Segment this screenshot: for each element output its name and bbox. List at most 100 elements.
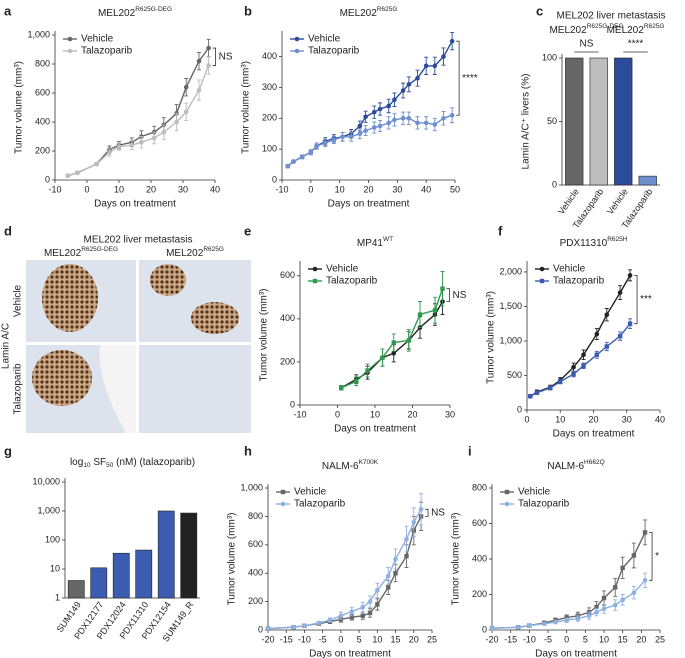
series-line [491,532,646,629]
x-tick-label: Vehicle [556,187,581,217]
legend-marker [294,36,300,42]
title-main: NALM-6 [322,461,359,472]
title: MEL202R625G [340,6,398,18]
point [206,45,211,51]
point [620,565,625,571]
y-tick-label: 1 [55,592,60,602]
point [339,385,344,390]
y-tick-label: 500 [507,370,522,380]
point [291,624,296,630]
y-tick-label: 800 [35,58,50,68]
x-tick-label: -10 [298,634,311,644]
title: NALM-6H662Q [547,459,604,471]
series-line [267,516,422,630]
x-tick-label: 25 [427,634,437,644]
point [391,340,396,345]
legend-label: Vehicle [326,264,359,275]
title-main: PDX11310 [560,238,608,249]
point [527,623,532,628]
x-tick-label: 5 [583,634,588,644]
point [360,604,366,610]
x-tick-label: Vehicle [605,187,630,217]
point [594,331,600,337]
y-tick-label: 10 [50,563,60,573]
legend-marker [280,501,286,507]
y-axis-label: Tumor volume (mm³) [259,289,270,382]
title-sup: R625G-DEG [81,246,118,253]
point [441,115,446,121]
x-tick-label: 20 [407,409,417,419]
x-tick-label: 15 [618,634,628,644]
point [386,103,391,109]
bar [614,57,633,186]
point [377,123,383,129]
x-tick-label: 10 [370,409,380,419]
y-tick-label: 200 [35,145,50,155]
point [377,106,383,112]
legend-marker [539,278,545,284]
y-tick-label: 200 [248,596,263,606]
x-tick-label: 0 [338,634,343,644]
significance-bracket [446,288,450,303]
point [406,338,411,343]
point [363,114,368,120]
legend-label: Talazoparib [308,46,360,57]
point [604,344,609,349]
legend-label: Vehicle [308,34,341,45]
point [548,385,553,391]
x-tick-label: 20 [636,634,646,644]
point [449,38,455,44]
point [322,140,328,146]
point [314,143,319,149]
point [594,609,599,615]
legend-marker [504,501,510,507]
point [418,507,424,512]
legend-label: Talazoparib [294,499,346,510]
y-tick-label: 400 [35,116,50,126]
significance-label: *** [640,294,652,305]
title-main: MP41 [357,238,384,249]
point [385,573,391,579]
point [404,553,409,559]
y-tick-label: 400 [262,51,277,61]
significance-label: NS [453,290,467,301]
x-tick-label: 10 [599,634,609,644]
legend-label: Vehicle [81,34,114,45]
bar [157,510,175,599]
point [308,149,314,155]
point [349,609,355,614]
point [400,115,406,121]
legend-label: Talazoparib [553,276,605,287]
panel-letter: g [4,443,12,458]
point [581,363,586,369]
x-axis-label: Days on treatment [328,199,410,210]
y-tick-label: 600 [280,270,295,280]
y-axis-label: Tumor volume (mm³) [227,513,238,606]
point [363,128,368,133]
x-tick-label: -20 [261,634,274,644]
tissue-gap [99,345,136,433]
title: MP41WT [357,236,393,248]
point [393,556,398,562]
y-tick-label: 400 [472,553,487,563]
x-tick-label: 30 [622,414,632,424]
metastasis [42,264,98,332]
legend-marker [312,266,318,272]
point [406,82,412,87]
point [354,379,359,384]
x-tick-label: 40 [655,414,665,424]
point [586,613,592,619]
point [327,617,333,623]
significance-bracket [425,508,429,517]
panel-letter: d [4,223,12,238]
point [594,352,600,357]
point [206,63,211,68]
legend-label: Vehicle [553,264,586,275]
point [139,140,144,145]
point [360,613,365,618]
point [432,308,438,313]
bar [638,175,657,186]
x-tick-label: -10 [293,409,306,419]
title: MEL202 liver metastasis [557,11,666,22]
y-tick-label: 0 [290,399,295,409]
